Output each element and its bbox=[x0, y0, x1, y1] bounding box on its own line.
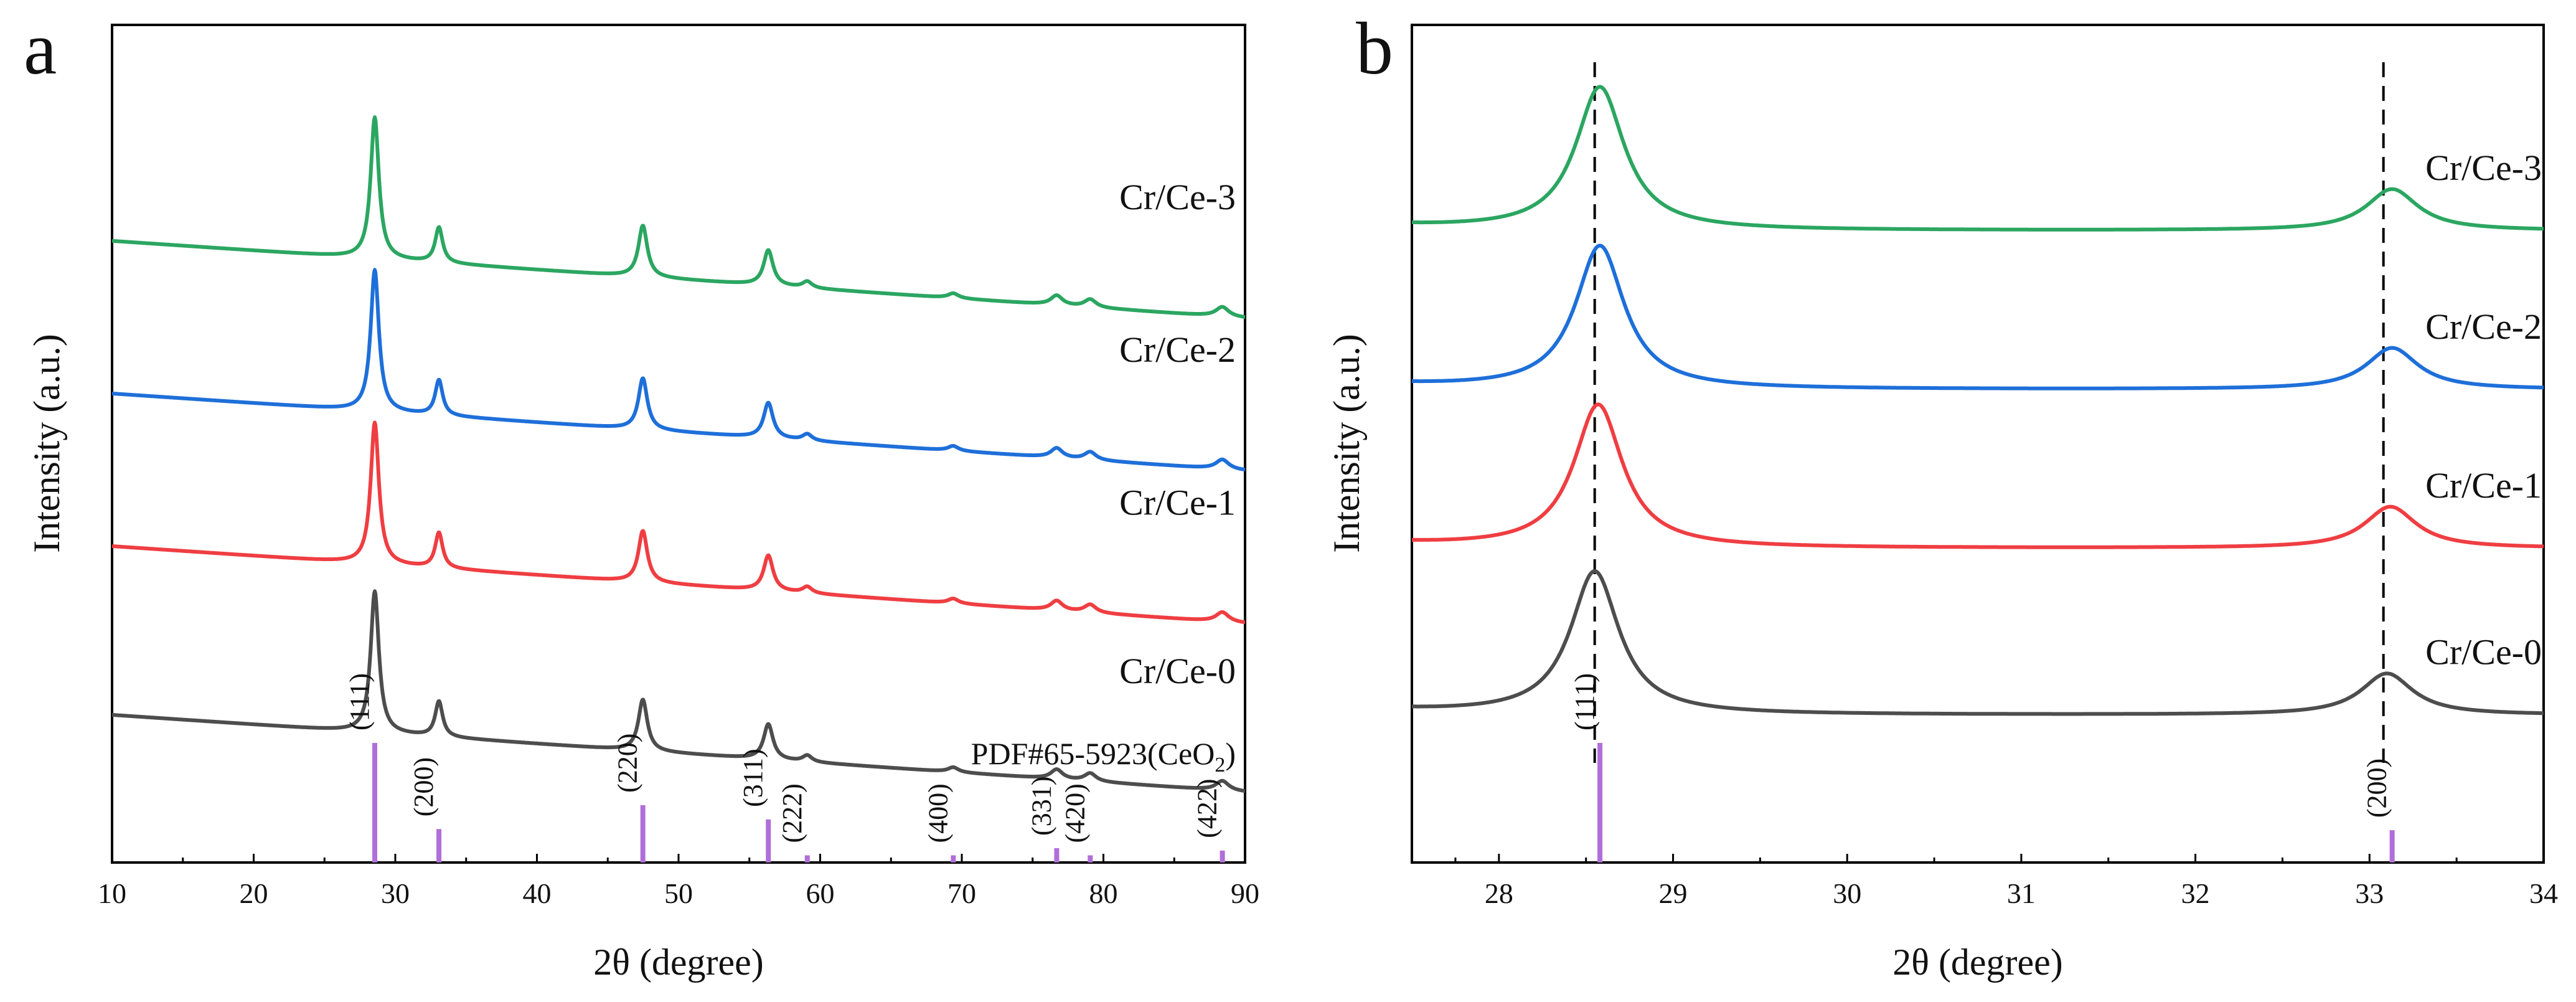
reference-hkl-label: (422) bbox=[1192, 778, 1223, 838]
panel-b-reference-pattern: (111) (200) bbox=[1569, 673, 2395, 863]
panel-b-x-axis: 28 29 30 31 32 33 34 bbox=[1454, 854, 2558, 909]
series-cr-ce-1-curve bbox=[111, 420, 1246, 625]
panel-b-x-tick-label: 32 bbox=[2181, 877, 2210, 909]
panel-a-series-labels: Cr/Ce-0 Cr/Ce-1 Cr/Ce-2 Cr/Ce-3 bbox=[1119, 177, 1236, 691]
reference-hkl-label: (220) bbox=[613, 734, 643, 793]
panel-a-x-tick-label: 80 bbox=[1089, 877, 1118, 909]
panel-a-curves bbox=[111, 115, 1246, 793]
panel-b-x-tick-label: 33 bbox=[2355, 877, 2384, 909]
panel-a-x-tick-label: 50 bbox=[664, 877, 693, 909]
panel-a-x-tick-label: 30 bbox=[381, 877, 410, 909]
panel-a-x-tick-label: 60 bbox=[806, 877, 835, 909]
panel-a-x-axis: 10 20 30 40 50 60 70 80 90 bbox=[98, 854, 1259, 909]
panel-b-x-tick-label: 31 bbox=[2007, 877, 2036, 909]
panel-a-x-tick-label: 10 bbox=[98, 877, 126, 909]
reference-hkl-label: (311) bbox=[738, 749, 768, 807]
panel-b-y-label: Intensity (a.u.) bbox=[1326, 334, 1367, 553]
panel-a-x-tick-label: 90 bbox=[1231, 877, 1259, 909]
reference-pattern-label: PDF#65-5923(CeO2) bbox=[971, 736, 1236, 777]
series-cr-ce-0-curve bbox=[111, 589, 1246, 793]
series-cr-ce-2-curve bbox=[111, 268, 1246, 472]
series-cr-ce-3-curve bbox=[111, 115, 1246, 319]
reference-label-end: ) bbox=[1225, 736, 1236, 771]
panel-a-y-label: Intensity (a.u.) bbox=[26, 334, 67, 553]
series-cr-ce-0-zoom-curve bbox=[1411, 569, 2545, 716]
reference-hkl-label: (200) bbox=[2362, 759, 2392, 818]
series-cr-ce-2-label: Cr/Ce-2 bbox=[1119, 329, 1236, 370]
panel-a-letter: a bbox=[24, 7, 57, 90]
panel-b-x-label: 2θ (degree) bbox=[1892, 942, 2063, 983]
series-cr-ce-1-zoom-curve bbox=[1411, 402, 2545, 549]
series-cr-ce-3-zoom-label: Cr/Ce-3 bbox=[2425, 148, 2542, 188]
reference-hkl-label: (111) bbox=[344, 673, 375, 730]
panel-a-reference-pattern: (111) (200) (220) (311) (222) (400) (331) (420)… bbox=[344, 673, 1225, 863]
reference-hkl-label: (200) bbox=[408, 757, 439, 816]
panel-b-series-labels: Cr/Ce-0 Cr/Ce-1 Cr/Ce-2 Cr/Ce-3 bbox=[2425, 148, 2542, 673]
panel-a-x-label: 2θ (degree) bbox=[593, 942, 764, 983]
reference-hkl-label: (331) bbox=[1026, 777, 1056, 836]
panel-a-x-tick-label: 40 bbox=[523, 877, 552, 909]
panel-b-letter: b bbox=[1356, 7, 1393, 90]
reference-label-subscript: 2 bbox=[1215, 754, 1225, 777]
panel-b-x-tick-label: 34 bbox=[2529, 877, 2558, 909]
panel-b-x-tick-label: 29 bbox=[1659, 877, 1688, 909]
series-cr-ce-2-zoom-curve bbox=[1411, 243, 2545, 390]
series-cr-ce-0-zoom-label: Cr/Ce-0 bbox=[2425, 632, 2542, 673]
reference-hkl-label: (400) bbox=[923, 783, 953, 843]
panel-a: a 10 20 30 40 50 60 70 80 90 2θ (degree) Intensi… bbox=[24, 7, 1259, 983]
series-cr-ce-0-label: Cr/Ce-0 bbox=[1119, 651, 1236, 691]
reference-label-main: PDF#65-5923(CeO bbox=[971, 736, 1215, 771]
reference-hkl-label: (420) bbox=[1060, 783, 1090, 843]
series-cr-ce-3-zoom-curve bbox=[1411, 85, 2545, 232]
series-cr-ce-1-zoom-label: Cr/Ce-1 bbox=[2425, 465, 2542, 506]
panel-b-peak-guides bbox=[1593, 62, 2385, 763]
panel-a-x-tick-label: 20 bbox=[240, 877, 268, 909]
panel-b-x-tick-label: 28 bbox=[1485, 877, 1513, 909]
reference-hkl-label: (222) bbox=[777, 783, 807, 843]
panel-b-x-tick-label: 30 bbox=[1833, 877, 1861, 909]
reference-hkl-label: (111) bbox=[1569, 673, 1600, 730]
panel-b-frame bbox=[1411, 24, 2545, 864]
panel-a-x-tick-label: 70 bbox=[947, 877, 976, 909]
series-cr-ce-1-label: Cr/Ce-1 bbox=[1119, 482, 1236, 522]
series-cr-ce-2-zoom-label: Cr/Ce-2 bbox=[2425, 306, 2542, 347]
panel-b-curves bbox=[1411, 85, 2545, 716]
panel-b: b 28 29 30 31 32 33 34 2θ (degree) Intensity (… bbox=[1326, 7, 2558, 983]
series-cr-ce-3-label: Cr/Ce-3 bbox=[1119, 177, 1236, 217]
